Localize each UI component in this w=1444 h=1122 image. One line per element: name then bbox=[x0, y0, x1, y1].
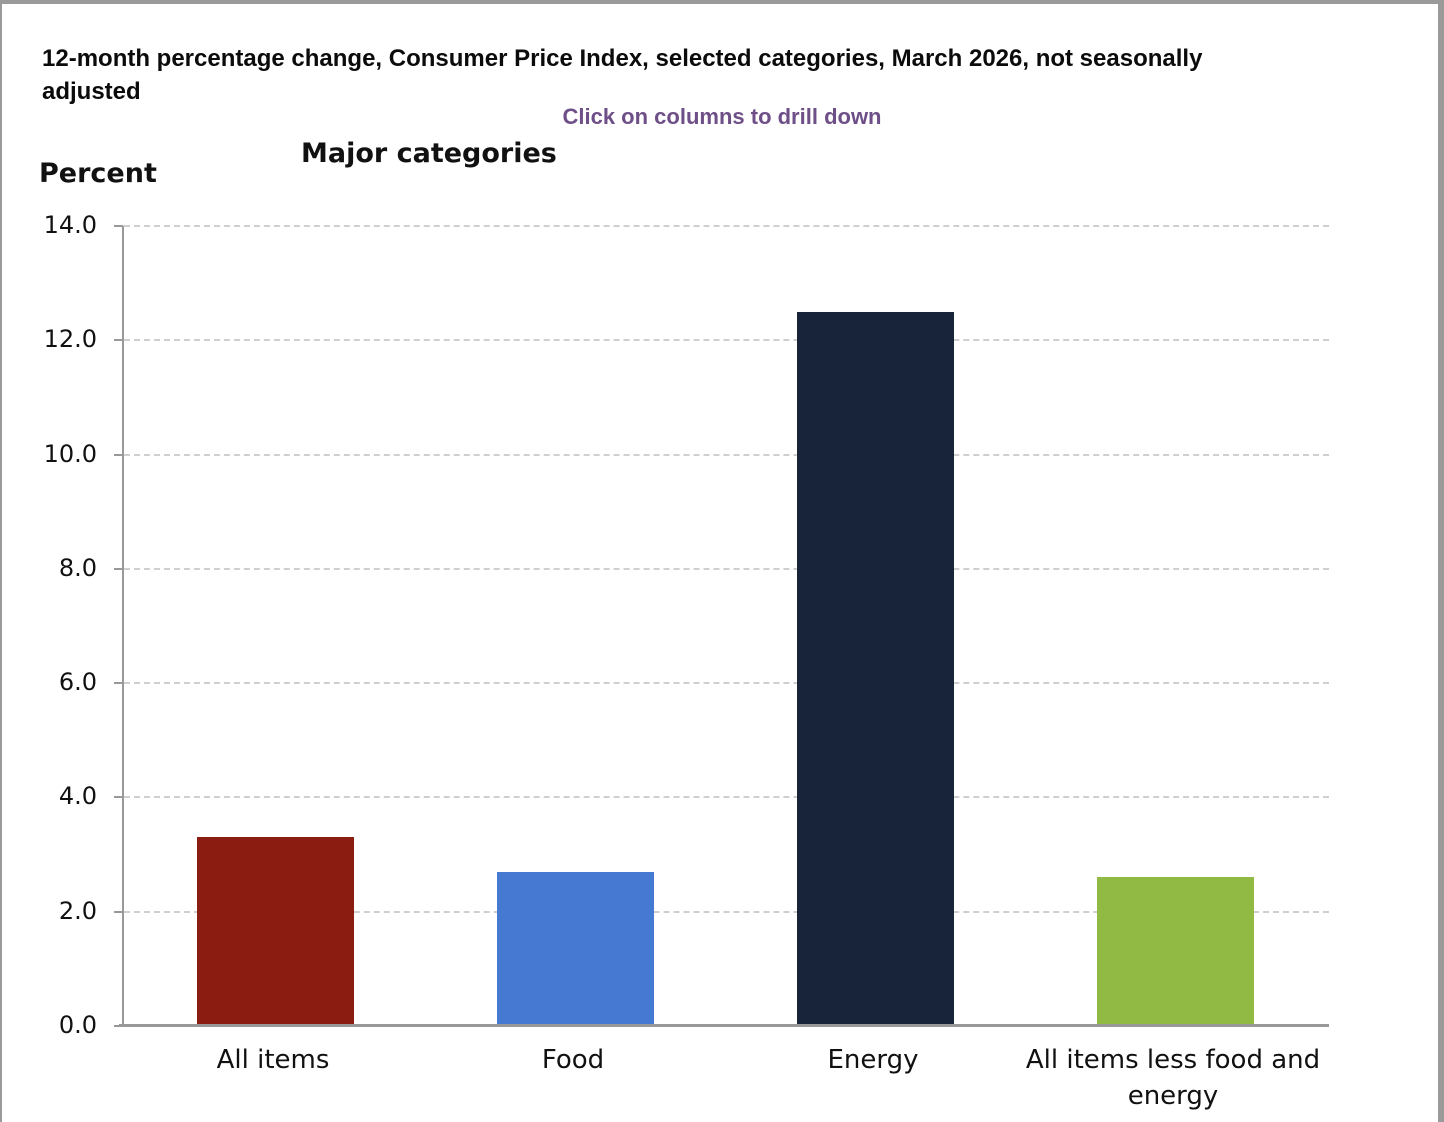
y-tick-12 bbox=[114, 339, 123, 342]
gridline-14 bbox=[124, 225, 1329, 227]
y-tick-6 bbox=[114, 682, 123, 685]
y-tick-0 bbox=[114, 1025, 123, 1027]
bar-all-items[interactable] bbox=[196, 837, 354, 1026]
y-tick-label-10: 10.0 bbox=[43, 439, 97, 468]
y-tick-10 bbox=[114, 453, 123, 456]
gridline-2 bbox=[124, 910, 1329, 913]
x-axis-line bbox=[119, 1024, 1329, 1027]
gridline-12 bbox=[124, 339, 1329, 342]
y-tick-label-6: 6.0 bbox=[58, 668, 97, 697]
y-tick-label-0: 0.0 bbox=[58, 1011, 97, 1039]
x-label-all-items-less-food-and-energy: All items less food and energy bbox=[1025, 1045, 1321, 1111]
gridline-6 bbox=[124, 682, 1329, 685]
chart-title: Major categories bbox=[301, 138, 557, 169]
drill-down-hint: Click on columns to drill down bbox=[562, 104, 882, 129]
y-tick-label-14: 14.0 bbox=[43, 211, 97, 239]
gridline-8 bbox=[124, 567, 1329, 570]
y-tick-14 bbox=[114, 225, 123, 227]
y-tick-4 bbox=[114, 796, 123, 799]
x-label-energy: Energy bbox=[827, 1045, 919, 1075]
x-label-food: Food bbox=[541, 1045, 605, 1075]
x-label-all-items: All items bbox=[216, 1045, 330, 1075]
page-title: 12-month percentage change, Consumer Pri… bbox=[42, 45, 1203, 105]
gridline-10 bbox=[124, 453, 1329, 456]
bar-food[interactable] bbox=[496, 871, 654, 1026]
y-axis-title: Percent bbox=[39, 158, 157, 189]
y-tick-label-2: 2.0 bbox=[58, 896, 97, 925]
y-tick-label-12: 12.0 bbox=[43, 325, 97, 354]
y-tick-label-8: 8.0 bbox=[58, 553, 97, 582]
y-tick-label-4: 4.0 bbox=[58, 782, 97, 811]
y-tick-2 bbox=[114, 910, 123, 913]
bar-energy[interactable] bbox=[796, 311, 954, 1026]
plot-area bbox=[114, 225, 1329, 1027]
bar-all-items-less-food-and-energy[interactable] bbox=[1096, 877, 1254, 1026]
y-tick-8 bbox=[114, 567, 123, 570]
gridline-4 bbox=[124, 796, 1329, 799]
